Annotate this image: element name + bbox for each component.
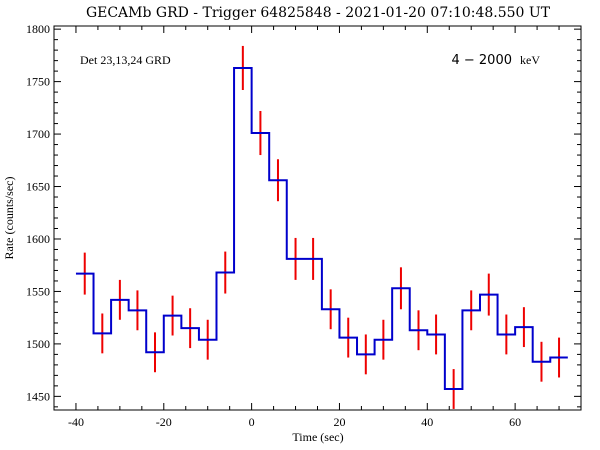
y-tick-label: 1750 (26, 75, 50, 89)
error-bars (83, 45, 561, 409)
detector-annotation: Det 23,13,24 GRD (80, 53, 171, 67)
y-tick-label: 1650 (26, 180, 50, 194)
x-tick-label: 40 (421, 415, 433, 429)
x-tick-label: 0 (249, 415, 255, 429)
x-tick-label: 20 (333, 415, 345, 429)
chart-title: GECAMb GRD - Trigger 64825848 - 2021-01-… (86, 5, 551, 21)
x-tick-label: 60 (509, 415, 521, 429)
light-curve-step-line (75, 66, 568, 391)
y-tick-label: 1450 (26, 389, 50, 403)
x-tick-label: -40 (68, 415, 84, 429)
y-tick-label: 1800 (26, 22, 50, 36)
x-axis-label: Time (sec) (292, 430, 343, 444)
y-axis-label: Rate (counts/sec) (2, 177, 16, 260)
plot-frame (53, 25, 582, 411)
x-axis-ticks: -40 -20 0 20 40 60 (53, 26, 582, 429)
x-tick-label: -20 (156, 415, 172, 429)
y-tick-label: 1700 (26, 127, 50, 141)
y-tick-label: 1600 (26, 232, 50, 246)
energy-annotation: 4 − 2000 keV (451, 51, 540, 68)
y-axis-ticks: 1450 1500 1550 1600 1650 1700 1750 1800 (26, 22, 581, 408)
y-tick-label: 1500 (26, 337, 50, 351)
y-tick-label: 1550 (26, 284, 50, 298)
energy-range-value: 4 − 2000 (451, 53, 512, 68)
energy-unit: keV (520, 53, 540, 67)
